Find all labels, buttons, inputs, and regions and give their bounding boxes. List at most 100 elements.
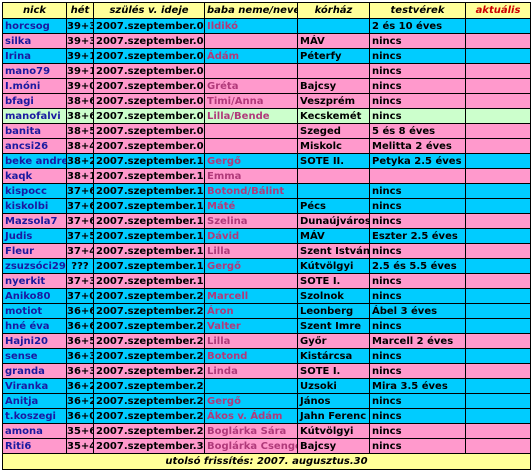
cell-current xyxy=(465,63,531,79)
cell-siblings: Melitta 2 éves xyxy=(369,138,466,154)
cell-date: 2007.szeptember.07 xyxy=(93,93,205,109)
cell-baby: Ádám xyxy=(204,48,298,64)
cell-date: 2007.szeptember.15 xyxy=(93,228,205,244)
cell-hospital: Bajcsy xyxy=(297,438,370,454)
cell-date: 2007.szeptember.06 xyxy=(93,78,205,94)
cell-current xyxy=(465,288,531,304)
cell-current xyxy=(465,93,531,109)
table-row: granda 36+3 2007.szeptember.24 Linda SOTE I.… xyxy=(2,363,531,379)
cell-date: 2007.szeptember.08 xyxy=(93,123,205,139)
cell-het: 39+3 xyxy=(66,33,94,49)
cell-siblings: nincs xyxy=(369,93,466,109)
cell-date: 2007.szeptember.22 xyxy=(93,333,205,349)
cell-date: 2007.szeptember.24 xyxy=(93,348,205,364)
table-row: Anitja 36+2 2007.szeptember.25 Gergő János ni… xyxy=(2,393,531,409)
cell-het: 39+3 xyxy=(66,18,94,34)
cell-het: 36+3 xyxy=(66,348,94,364)
table-row: kiskolbi 37+6 2007.szeptember.14 Máté Pécs ni… xyxy=(2,198,531,214)
table-row: banita 38+5 2007.szeptember.08 Szeged 5 és 8… xyxy=(2,123,531,139)
cell-date: 2007.szeptember.14 xyxy=(93,198,205,214)
cell-hospital: Bajcsy xyxy=(297,78,370,94)
cell-het: 39+1 xyxy=(66,48,94,64)
cell-date: 2007.szeptember.14 xyxy=(93,213,205,229)
cell-het: 39+1 xyxy=(66,63,94,79)
cell-het: 37+6 xyxy=(66,183,94,199)
cell-nick: Aniko80 xyxy=(2,288,67,304)
cell-hospital: Kecskemét xyxy=(297,108,370,124)
table-row: I.móni 39+0 2007.szeptember.06 Gréta Bajcsy n… xyxy=(2,78,531,94)
cell-hospital: Szent Imre xyxy=(297,318,370,334)
cell-current xyxy=(465,243,531,259)
table-row: silka 39+3 2007.szeptember.03 MÁV nincs xyxy=(2,33,531,49)
table-body: horcsog 39+3 2007.szeptember.03 Ildikó 2 és … xyxy=(2,18,531,454)
cell-baby: Linda xyxy=(204,363,298,379)
cell-date: 2007.szeptember.30 xyxy=(93,438,205,454)
cell-date: 2007.szeptember.20 xyxy=(93,288,205,304)
cell-current xyxy=(465,258,531,274)
header-row: nick hét szülés v. ideje baba neme/neve … xyxy=(2,2,531,19)
cell-date: 2007.szeptember.09 xyxy=(93,138,205,154)
header-current: aktuális xyxy=(465,2,531,19)
cell-het: 38+4 xyxy=(66,138,94,154)
cell-date: 2007.szeptember.25 xyxy=(93,378,205,394)
table-row: hné éva 36+6 2007.szeptember.21 Valter Szent… xyxy=(2,318,531,334)
cell-het: 38+5 xyxy=(66,123,94,139)
cell-siblings: nincs xyxy=(369,243,466,259)
cell-hospital: MÁV xyxy=(297,33,370,49)
cell-het: 36+3 xyxy=(66,363,94,379)
cell-hospital: Veszprém xyxy=(297,93,370,109)
cell-hospital: Uzsoki xyxy=(297,378,370,394)
cell-current xyxy=(465,333,531,349)
cell-current xyxy=(465,423,531,439)
cell-hospital: Miskolc xyxy=(297,138,370,154)
cell-baby: Szelina xyxy=(204,213,298,229)
cell-siblings: Petyka 2.5 éves xyxy=(369,153,466,169)
cell-hospital: Kútvölgyi xyxy=(297,258,370,274)
cell-nick: Judis xyxy=(2,228,67,244)
table-row: motiot 36+6 2007.szeptember.21 Áron Leonberg… xyxy=(2,303,531,319)
cell-nick: ancsi26 xyxy=(2,138,67,154)
cell-siblings: nincs xyxy=(369,363,466,379)
cell-date: 2007.szeptember.21 xyxy=(93,303,205,319)
cell-siblings: nincs xyxy=(369,63,466,79)
table-row: kispocc 37+6 2007.szeptember.14 Botond/Báli… xyxy=(2,183,531,199)
cell-baby: Boglárka Sára xyxy=(204,423,298,439)
cell-siblings: nincs xyxy=(369,408,466,424)
cell-hospital: Kistárcsa xyxy=(297,348,370,364)
table-row: mano79 39+1 2007.szeptember.05 nincs xyxy=(2,63,531,79)
table-row: Riti6 35+4 2007.szeptember.30 Boglárka Csen… xyxy=(2,438,531,454)
cell-hospital: Pécs xyxy=(297,198,370,214)
cell-date: 2007.szeptember.28 xyxy=(93,423,205,439)
table-row: horcsog 39+3 2007.szeptember.03 Ildikó 2 és … xyxy=(2,18,531,34)
cell-nick: nyerkit xyxy=(2,273,67,289)
header-hospital: kórház xyxy=(297,2,370,19)
cell-siblings: 2 és 10 éves xyxy=(369,18,466,34)
cell-current xyxy=(465,393,531,409)
cell-date: 2007.szeptember.18 xyxy=(93,273,205,289)
cell-het: 36+5 xyxy=(66,333,94,349)
table-row: ancsi26 38+4 2007.szeptember.09 Miskolc Meli… xyxy=(2,138,531,154)
table-row: Mazsola7 37+6 2007.szeptember.14 Szelina Dun… xyxy=(2,213,531,229)
cell-hospital: SOTE II. xyxy=(297,153,370,169)
cell-hospital: MÁV xyxy=(297,228,370,244)
cell-nick: kaqk xyxy=(2,168,67,184)
cell-siblings: nincs xyxy=(369,33,466,49)
cell-nick: kiskolbi xyxy=(2,198,67,214)
cell-hospital: Dunaújváros xyxy=(297,213,370,229)
cell-nick: granda xyxy=(2,363,67,379)
table-row: Viranka 36+2 2007.szeptember.25 Uzsoki Mira … xyxy=(2,378,531,394)
cell-hospital: SOTE I. xyxy=(297,363,370,379)
cell-hospital: Győr xyxy=(297,333,370,349)
cell-het: ??? xyxy=(66,258,94,274)
cell-nick: I.móni xyxy=(2,78,67,94)
table-row: Judis 37+5 2007.szeptember.15 Dávid MÁV Eszte… xyxy=(2,228,531,244)
cell-nick: kispocc xyxy=(2,183,67,199)
table-row: sense 36+3 2007.szeptember.24 Botond Kistárc… xyxy=(2,348,531,364)
cell-hospital: Szolnok xyxy=(297,288,370,304)
cell-baby: Ákos v. Ádám xyxy=(204,408,298,424)
cell-siblings: Mira 3.5 éves xyxy=(369,378,466,394)
cell-baby: Boglárka Csenge xyxy=(204,438,298,454)
cell-current xyxy=(465,378,531,394)
cell-nick: banita xyxy=(2,123,67,139)
cell-nick: t.koszegi xyxy=(2,408,67,424)
